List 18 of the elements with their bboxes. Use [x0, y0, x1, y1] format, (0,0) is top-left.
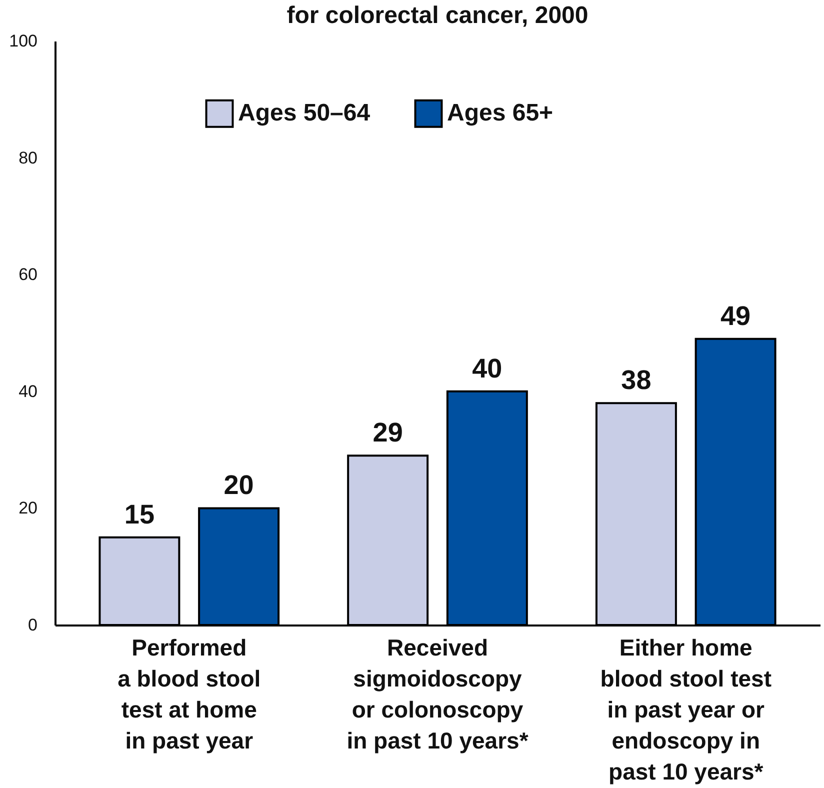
y-tick-label: 60	[18, 265, 38, 284]
data-label: 29	[372, 418, 403, 448]
y-tick-label: 20	[18, 498, 38, 518]
y-tick-label: 40	[18, 382, 38, 401]
chart-title: for colorectal cancer, 2000	[286, 2, 588, 29]
data-label: 15	[124, 499, 154, 530]
legend-label: Ages 65+	[447, 100, 554, 127]
y-tick-label: 0	[28, 616, 38, 634]
x-tick-label: Performed a blood stool test at home in past year	[118, 634, 261, 754]
data-label: 20	[224, 470, 254, 500]
data-label: 40	[472, 353, 502, 384]
data-label: 49	[720, 300, 751, 331]
data-label: 38	[621, 365, 652, 396]
y-tick-label: 80	[18, 148, 38, 168]
x-tick-label: Either home blood stool test in past year or endoscopy in past 10 years*	[600, 634, 772, 784]
legend-label: Ages 50–64	[238, 100, 371, 127]
x-tick-label: Received sigmoidoscopy or colonoscopy in past 10 years*	[346, 634, 528, 754]
y-tick-label: 100	[9, 32, 38, 50]
